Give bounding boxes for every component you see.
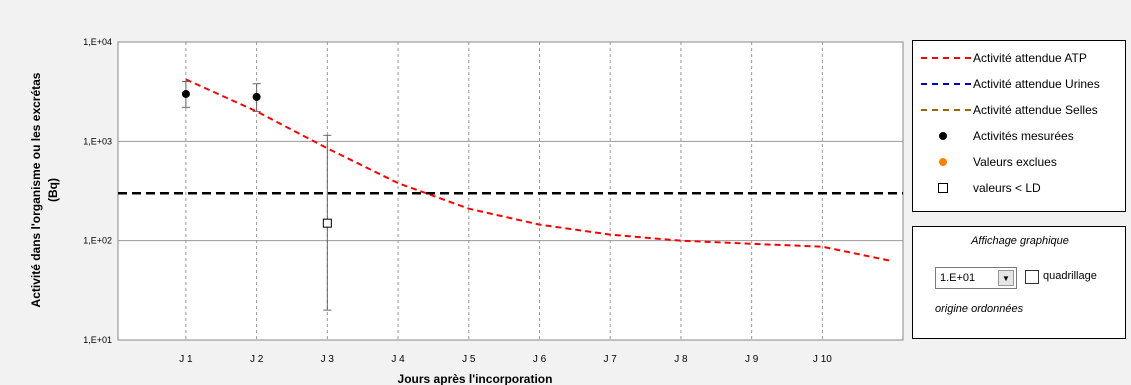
y-axis-ticks: 1,E+01 1,E+02 1,E+03 1,E+04 [83, 37, 112, 345]
data-point-measured [252, 92, 261, 101]
x-tick-label: J 2 [250, 354, 264, 365]
x-tick-label: J 8 [674, 354, 688, 365]
x-tick-label: J 9 [745, 354, 759, 365]
y-origin-select[interactable]: 1.E+01 ▼ [935, 267, 1017, 289]
x-tick-label: J 7 [604, 354, 618, 365]
legend-item-mesurees: Activités mesurées [913, 125, 1127, 147]
legend-label-urines: Activité attendue Urines [973, 77, 1100, 91]
legend-item-exclues: Valeurs exclues [913, 151, 1127, 173]
legend-label-mesurees: Activités mesurées [973, 129, 1074, 143]
x-tick-label: J 5 [462, 354, 476, 365]
x-axis-ticks: J 1 J 2 J 3 J 4 J 5 J 6 J 7 J 8 J 9 J 10 [179, 354, 832, 365]
legend-dot-exclues [913, 151, 973, 173]
chevron-down-icon[interactable]: ▼ [998, 270, 1014, 286]
grid [118, 42, 903, 340]
legend-label-atp: Activité attendue ATP [973, 51, 1087, 65]
legend-label-exclues: Valeurs exclues [973, 155, 1057, 169]
legend-line-urines [913, 73, 973, 95]
x-tick-label: J 6 [533, 354, 547, 365]
y-tick-label: 1,E+03 [83, 136, 112, 146]
legend-label-selles: Activité attendue Selles [973, 103, 1098, 117]
y-origin-label: origine ordonnées [935, 303, 1024, 315]
grid-checkbox[interactable] [1025, 270, 1039, 284]
series [118, 78, 903, 311]
data-point-below-ld [322, 218, 332, 228]
y-axis-label-line2: (Bq) [46, 178, 60, 202]
y-origin-value: 1.E+01 [940, 272, 976, 284]
x-tick-label: J 10 [813, 354, 832, 365]
series-line-atp [185, 78, 894, 263]
plot-area [117, 41, 904, 341]
x-tick-label: J 3 [321, 354, 335, 365]
legend-item-ld: valeurs < LD [913, 177, 1127, 199]
legend-item-atp: Activité attendue ATP [913, 47, 1127, 69]
legend-item-urines: Activité attendue Urines [913, 73, 1127, 95]
x-tick-label: J 1 [179, 354, 193, 365]
grid-checkbox-label: quadrillage [1043, 270, 1097, 282]
legend-item-selles: Activité attendue Selles [913, 99, 1127, 121]
y-tick-label: 1,E+04 [83, 37, 112, 47]
legend-line-selles [913, 99, 973, 121]
y-tick-label: 1,E+02 [83, 236, 112, 246]
x-tick-label: J 4 [391, 354, 405, 365]
data-point-measured [181, 89, 190, 98]
y-axis-label-line1: Activité dans l'organisme ou les excréta… [29, 72, 43, 307]
display-options-title: Affichage graphique [971, 235, 1069, 247]
display-options-panel: Affichage graphique 1.E+01 ▼ quadrillage… [912, 226, 1126, 339]
legend-label-ld: valeurs < LD [973, 181, 1041, 195]
legend: Activité attendue ATP Activité attendue … [912, 40, 1126, 212]
y-tick-label: 1,E+01 [83, 335, 112, 345]
legend-line-atp [913, 47, 973, 69]
legend-dot-mesurees [913, 125, 973, 147]
x-axis-label: Jours après l'incorporation [398, 372, 553, 385]
legend-square-ld [913, 177, 973, 199]
